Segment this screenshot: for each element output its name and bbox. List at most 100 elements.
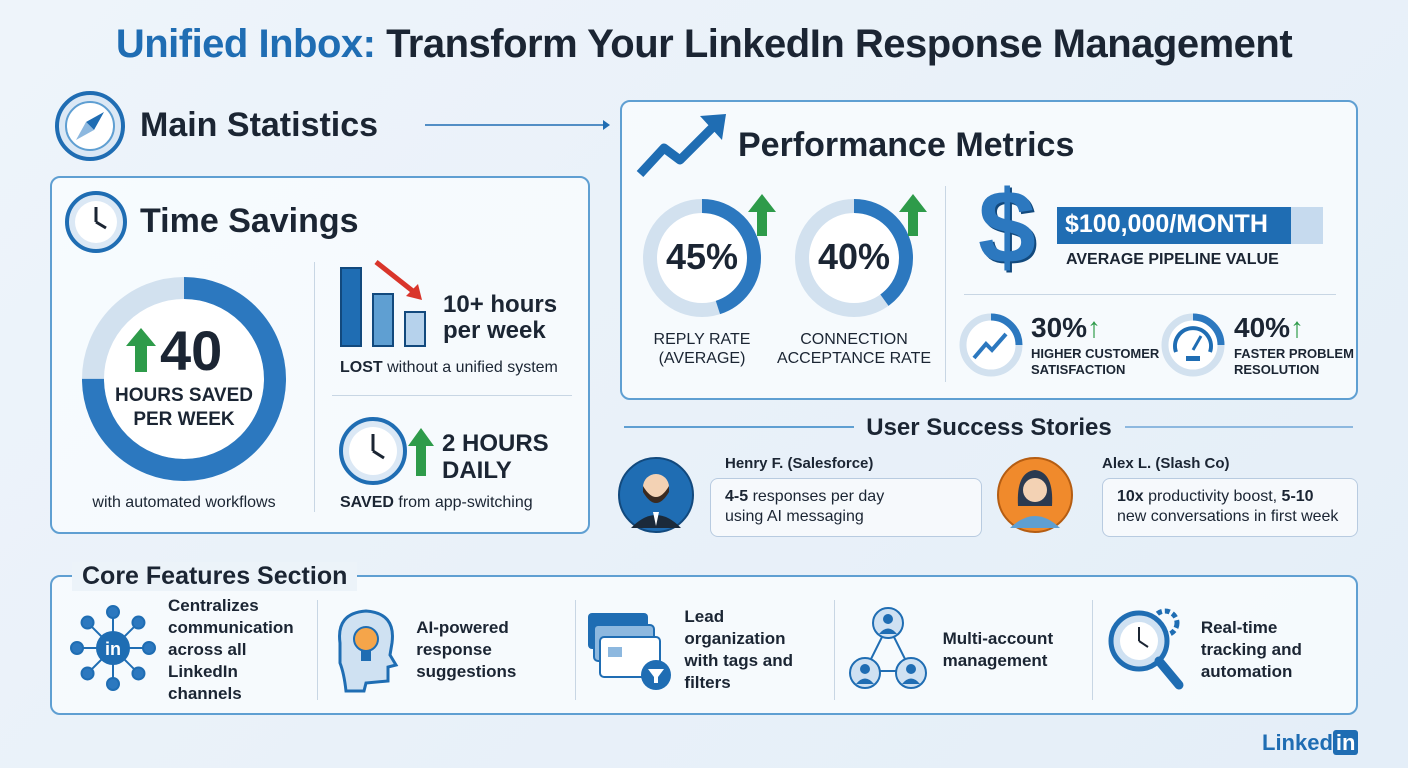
divider	[624, 426, 854, 428]
time-savings-heading: Time Savings	[140, 202, 359, 240]
divider	[332, 395, 572, 396]
stories-heading: User Success Stories	[866, 414, 1112, 441]
hours-saved-caption: with automated workflows	[92, 494, 276, 511]
performance-heading: Performance Metrics	[738, 126, 1075, 164]
dollar-icon: $	[978, 170, 1036, 286]
caption-bold: LOST	[340, 359, 383, 376]
label-line: (AVERAGE)	[658, 350, 746, 367]
feature-item: Real-time tracking and automation	[1093, 600, 1350, 700]
svg-text:in: in	[105, 639, 121, 659]
filter-cards-icon	[584, 603, 674, 698]
label-line: REPLY RATE	[653, 331, 751, 348]
satisfaction-label: HIGHER CUSTOMER SATISFACTION	[1031, 346, 1159, 378]
core-features-heading: Core Features Section	[72, 562, 358, 591]
quote-bold: 4-5	[725, 488, 749, 505]
feature-line: Multi-account	[942, 629, 1054, 648]
feature-line: automation	[1200, 662, 1293, 681]
reply-rate-label: REPLY RATE (AVERAGE)	[620, 330, 784, 368]
divider	[964, 294, 1336, 295]
story-name: Alex L. (Slash Co)	[1102, 455, 1230, 472]
avatar	[997, 457, 1073, 533]
quote-text: productivity boost,	[1143, 488, 1282, 505]
feature-line: with tags and	[684, 651, 794, 670]
label-line: SATISFACTION	[1031, 362, 1126, 377]
acceptance-rate-value: 40%	[817, 236, 891, 277]
caption-text: without a unified system	[382, 359, 558, 376]
up-arrow-icon: ↑	[1290, 312, 1305, 343]
quote-line: 4-5 responses per day	[725, 487, 967, 507]
up-arrow-icon	[126, 328, 156, 372]
divider	[314, 262, 315, 512]
features-list: in Centralizes communication across all Lin…	[60, 596, 1350, 703]
linkedin-network-icon: in	[68, 603, 158, 698]
story-quote: 10x productivity boost, 5-10 new conversa…	[1102, 478, 1358, 537]
value-text: 30%	[1031, 312, 1088, 343]
value-line: per week	[443, 317, 546, 344]
declining-bars-icon	[340, 260, 426, 347]
caption-text: from app-switching	[393, 494, 533, 511]
daily-caption: SAVED from app-switching	[340, 494, 533, 512]
feature-line: suggestions	[416, 662, 517, 681]
feature-line: communication	[168, 618, 294, 637]
quote-line: using AI messaging	[725, 508, 864, 525]
feature-label: Multi-account management	[943, 628, 1054, 672]
acceptance-rate-ring	[795, 199, 913, 317]
story-quote: 4-5 responses per day using AI messaging	[710, 478, 982, 537]
reply-rate-value: 45%	[665, 236, 739, 277]
resolution-label: FASTER PROBLEM RESOLUTION	[1234, 346, 1354, 378]
feature-line: Real-time	[1200, 618, 1278, 637]
lost-hours-value: 10+ hours per week	[443, 292, 557, 344]
ai-brain-icon	[326, 603, 406, 698]
up-arrow-icon: ↑	[1087, 312, 1102, 343]
daily-hours-value: 2 HOURS DAILY	[442, 430, 549, 484]
value-line: 2 HOURS	[442, 430, 549, 457]
main-statistics-heading: Main Statistics	[140, 106, 379, 144]
hours-saved-label: HOURS SAVED PER WEEK	[104, 384, 264, 432]
label-line: CONNECTION	[800, 331, 908, 348]
up-arrow-icon	[408, 428, 434, 476]
label-line: FASTER PROBLEM	[1234, 346, 1354, 361]
satisfaction-value: 30%↑	[1031, 312, 1101, 344]
quote-bold: 5-10	[1281, 488, 1314, 505]
value-text: 40%	[1234, 312, 1291, 343]
acceptance-rate-label: CONNECTION ACCEPTANCE RATE	[766, 330, 942, 368]
story-name: Henry F. (Salesforce)	[725, 455, 874, 472]
label-line: HIGHER CUSTOMER	[1031, 346, 1160, 361]
feature-label: AI-powered response suggestions	[416, 617, 516, 683]
page-title: Unified Inbox: Transform Your LinkedIn R…	[115, 22, 1293, 66]
tracking-search-icon	[1101, 603, 1191, 698]
up-arrow-icon	[899, 194, 927, 236]
feature-item: AI-powered response suggestions	[318, 600, 577, 700]
feature-line: management	[942, 651, 1048, 670]
feature-item: in Centralizes communication across all Lin…	[60, 596, 319, 703]
quote-line: 10x productivity boost, 5-10	[1117, 487, 1343, 507]
value-line: 10+ hours	[443, 291, 558, 318]
hours-saved-value: 40	[160, 319, 223, 382]
feature-item: Lead organization with tags and filters	[576, 600, 835, 700]
feature-line: tracking and	[1200, 640, 1302, 659]
feature-line: channels	[168, 684, 242, 703]
label-line: ACCEPTANCE RATE	[776, 350, 932, 367]
speedometer-icon	[1161, 313, 1225, 377]
satisfaction-trend-icon	[959, 313, 1023, 377]
label-line: PER WEEK	[133, 409, 235, 430]
linkedin-logo-in: in	[1332, 730, 1359, 755]
clock-icon	[65, 191, 127, 253]
lost-caption: LOST without a unified system	[340, 359, 558, 377]
feature-label: Centralizes communication across all Linke…	[168, 595, 309, 705]
trending-up-icon	[636, 114, 726, 178]
feature-label: Real-time tracking and automation	[1201, 617, 1302, 683]
pipeline-label: AVERAGE PIPELINE VALUE	[1066, 251, 1279, 268]
caption-bold: SAVED	[340, 494, 394, 511]
feature-line: response	[416, 640, 492, 659]
quote-bold: 10x	[1117, 488, 1144, 505]
feature-line: Centralizes	[168, 596, 259, 615]
quote-text: responses per day	[748, 488, 885, 505]
quote-line: new conversations in first week	[1117, 508, 1339, 525]
pipeline-bar: $100,000/MONTH	[1057, 207, 1323, 244]
feature-line: across all LinkedIn	[168, 640, 247, 681]
avatar	[618, 457, 694, 533]
feature-line: AI-powered	[416, 618, 509, 637]
divider	[945, 186, 946, 382]
label-line: RESOLUTION	[1234, 362, 1320, 377]
